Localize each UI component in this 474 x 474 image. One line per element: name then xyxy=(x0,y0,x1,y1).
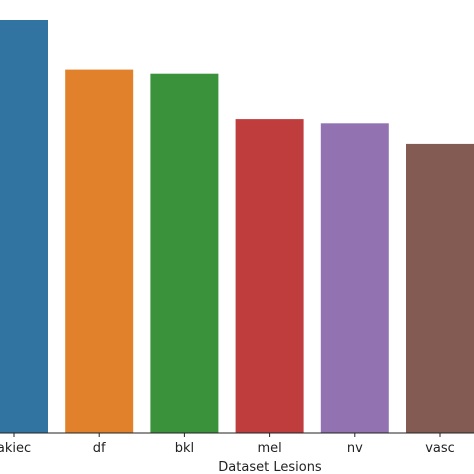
bar-vasc xyxy=(406,143,474,433)
x-tick-label-bkl: bkl xyxy=(175,441,194,456)
bar-akiec xyxy=(0,20,48,433)
x-tick-label-df: df xyxy=(93,441,106,456)
x-ticks-group: akiec df bkl mel nv vasc xyxy=(0,433,455,456)
bar-df xyxy=(65,69,134,433)
bar-nv xyxy=(320,123,389,434)
bar-bkl xyxy=(150,73,219,433)
x-tick-label-nv: nv xyxy=(347,441,363,456)
bar-mel xyxy=(235,119,304,433)
x-axis-label: Dataset Lesions xyxy=(218,460,322,474)
x-tick-label-vasc: vasc xyxy=(425,441,455,456)
bars-group xyxy=(0,20,474,434)
x-tick-label-mel: mel xyxy=(257,441,281,456)
x-tick-label-akiec: akiec xyxy=(0,441,31,456)
